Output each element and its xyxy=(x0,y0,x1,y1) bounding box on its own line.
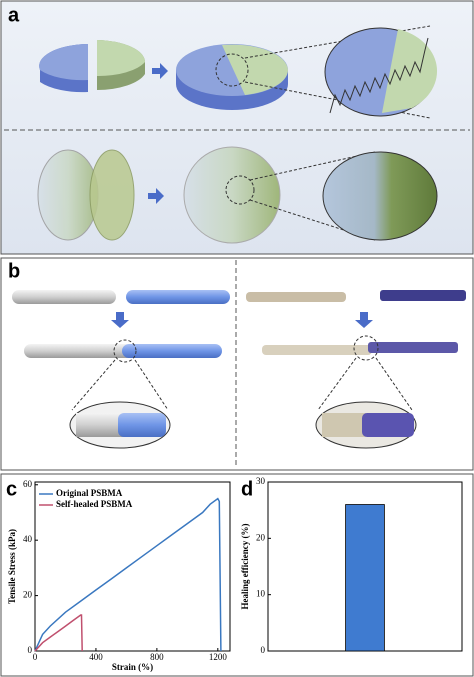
y-tick-label: 0 xyxy=(28,645,33,655)
x-tick-label: 800 xyxy=(150,652,164,662)
y-tick-label: 40 xyxy=(23,534,33,544)
legend-label: Self-healed PSBMA xyxy=(56,499,133,509)
x-tick-label: 1200 xyxy=(209,652,228,662)
x-tick-label: 0 xyxy=(33,652,38,662)
panel-label: c xyxy=(6,478,17,500)
y-tick-label: 30 xyxy=(256,476,266,486)
bar xyxy=(345,504,385,652)
plot-frame xyxy=(34,481,231,652)
legend-label: Original PSBMA xyxy=(56,488,123,498)
panel-label: a xyxy=(8,4,20,26)
panel-cd-frame xyxy=(0,473,474,677)
y-tick-label: 60 xyxy=(23,479,33,489)
y-axis-label: Healing efficiency (%) xyxy=(240,524,250,610)
y-tick-label: 0 xyxy=(261,645,266,655)
panel-a xyxy=(0,0,474,255)
y-tick-label: 20 xyxy=(23,590,33,600)
x-axis-label: Strain (%) xyxy=(112,662,153,672)
panel-label: b xyxy=(8,260,20,282)
panel-label: d xyxy=(241,478,253,500)
line xyxy=(34,497,222,652)
x-tick-label: 400 xyxy=(89,652,103,662)
y-axis-label: Tensile Stress (kPa) xyxy=(7,529,17,604)
panel-b xyxy=(0,257,474,471)
y-tick-label: 20 xyxy=(256,532,266,542)
line xyxy=(34,614,83,652)
y-tick-label: 10 xyxy=(256,589,266,599)
